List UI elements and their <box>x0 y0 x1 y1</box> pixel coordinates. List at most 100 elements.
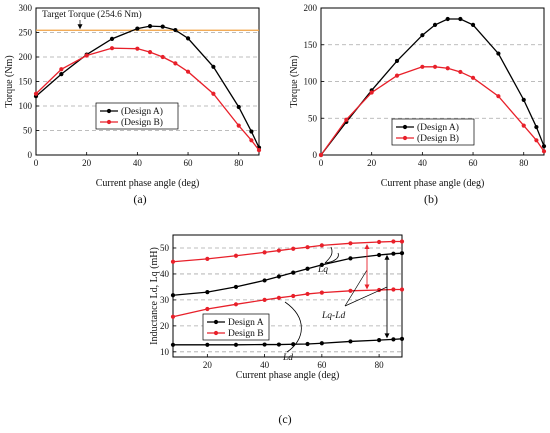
annotation-lq-ld: Lq-Ld <box>321 311 345 321</box>
y-tick-label: 150 <box>304 40 318 50</box>
legend-swatch-marker <box>106 108 112 114</box>
legend-label: (Design B) <box>121 117 163 128</box>
x-tick-label: 80 <box>234 158 244 168</box>
annotation-lq-bracket <box>324 246 333 264</box>
difference-arrow-head <box>364 244 370 250</box>
panel-label: (c) <box>278 412 291 426</box>
data-point <box>205 290 210 295</box>
data-point <box>319 341 324 346</box>
series-0 <box>170 251 405 298</box>
data-point <box>399 287 405 292</box>
data-point <box>377 252 382 258</box>
data-point <box>534 124 539 130</box>
annotation-lq: Lq <box>317 265 328 275</box>
data-point <box>420 33 425 38</box>
data-point <box>445 66 450 71</box>
data-point <box>236 104 241 110</box>
y-axis-label: Torque (Nm) <box>4 55 15 107</box>
x-tick-label: 60 <box>317 360 327 370</box>
data-point <box>432 64 438 69</box>
data-point <box>249 129 254 134</box>
y-tick-label: 300 <box>19 3 33 13</box>
data-point <box>135 26 140 31</box>
data-point <box>262 278 267 283</box>
legend-label: Design A <box>228 318 264 328</box>
data-point <box>262 297 267 302</box>
x-tick-label: 0 <box>34 158 39 168</box>
target-arrow-head <box>77 24 83 30</box>
series-1 <box>170 239 405 264</box>
y-tick-label: 30 <box>160 295 170 305</box>
x-tick-label: 40 <box>260 360 270 370</box>
legend-swatch-marker <box>106 119 112 125</box>
data-point <box>391 239 396 244</box>
y-tick-label: 200 <box>19 52 33 62</box>
data-point <box>291 270 296 275</box>
legend-label: (Design B) <box>417 133 459 144</box>
chart-panel-1: 0 50 100 150 200 0 20 40 60 80 Current phase angle… <box>289 3 547 206</box>
data-point <box>262 250 267 255</box>
data-point <box>394 73 400 78</box>
data-point <box>170 342 176 347</box>
data-point <box>170 293 176 298</box>
data-point <box>185 69 191 74</box>
data-point <box>319 262 324 267</box>
x-tick-label: 20 <box>203 360 213 370</box>
y-axis-label: Inductance Ld, Lq (mH) <box>149 247 160 345</box>
data-point <box>391 287 396 292</box>
data-point <box>458 16 463 22</box>
series-line <box>35 25 260 148</box>
series-line <box>35 47 260 151</box>
data-point <box>541 149 547 154</box>
y-tick-label: 20 <box>160 321 170 331</box>
legend-swatch-marker <box>213 319 219 325</box>
data-point <box>262 342 267 347</box>
annotation-ld-bracket <box>284 301 302 353</box>
data-point <box>305 291 310 297</box>
data-point <box>496 51 501 56</box>
difference-arrow-head <box>384 333 390 339</box>
series-line <box>172 240 402 263</box>
data-point <box>59 72 64 77</box>
legend-swatch-marker <box>402 124 408 130</box>
legend-box <box>202 313 270 341</box>
data-point <box>420 64 425 69</box>
data-point <box>276 342 282 347</box>
data-point <box>147 24 153 29</box>
data-point <box>377 338 382 343</box>
chart-panel-2: 10 20 30 40 50 20 40 60 80 Current phase angle (d… <box>149 234 405 426</box>
data-point <box>318 152 324 158</box>
data-point <box>348 288 353 293</box>
data-point <box>236 123 241 128</box>
data-point <box>319 243 324 248</box>
legend-box <box>95 102 179 130</box>
data-point <box>348 339 353 344</box>
data-point <box>205 342 210 347</box>
data-point <box>432 22 438 28</box>
data-point <box>391 337 396 342</box>
difference-arrow-head <box>364 284 370 290</box>
data-point <box>394 58 400 64</box>
data-point <box>305 266 310 271</box>
chart-panel-0: 0 50 100 150 200 250 300 0 20 40 60 80 Current phase… <box>4 3 262 206</box>
data-point <box>291 246 296 251</box>
data-point <box>173 61 178 66</box>
data-point <box>521 97 526 102</box>
data-point <box>211 91 216 96</box>
data-point <box>305 341 310 347</box>
y-tick-label: 40 <box>160 269 170 279</box>
y-tick-label: 100 <box>19 101 33 111</box>
data-point <box>541 144 547 149</box>
annotation-lq-ld-leader <box>344 269 368 307</box>
data-point <box>305 245 310 250</box>
data-point <box>399 336 405 341</box>
data-point <box>205 306 210 312</box>
annotation-lq-ld-leader <box>344 286 388 307</box>
plot-frame <box>35 7 260 156</box>
data-point <box>205 256 210 261</box>
data-point <box>369 90 374 95</box>
data-point <box>173 27 178 33</box>
data-point <box>377 239 382 245</box>
